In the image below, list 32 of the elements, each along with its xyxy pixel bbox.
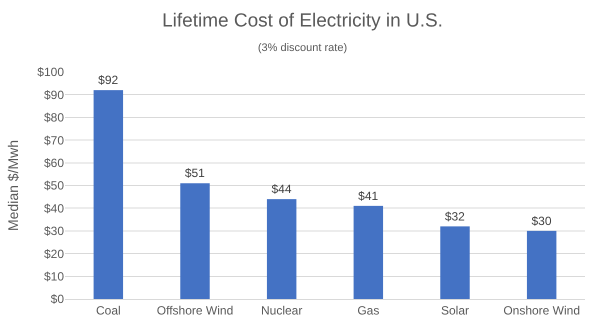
y-axis-title: Median $/Mwh xyxy=(4,140,21,232)
bar xyxy=(440,226,470,299)
y-tick-label: $70 xyxy=(44,133,64,148)
data-label: $32 xyxy=(444,209,466,224)
chart-title: Lifetime Cost of Electricity in U.S. xyxy=(162,10,443,32)
x-tick-label: Coal xyxy=(96,303,121,318)
data-label: $92 xyxy=(98,73,119,88)
y-tick-label: $10 xyxy=(44,270,64,284)
bar xyxy=(94,90,124,299)
x-tick-label: Onshore Wind xyxy=(503,303,580,318)
x-tick-label: Solar xyxy=(440,303,470,318)
bar xyxy=(354,206,384,299)
y-tick-label: $80 xyxy=(44,110,64,125)
data-label: $51 xyxy=(184,166,206,180)
data-label: $44 xyxy=(271,182,292,196)
data-label: $30 xyxy=(531,214,552,228)
y-tick-label: $0 xyxy=(50,292,64,306)
data-label: $41 xyxy=(358,188,379,203)
x-tick-label: Offshore Wind xyxy=(156,303,234,318)
y-tick-label: $40 xyxy=(44,201,64,216)
x-tick-label: Gas xyxy=(357,303,380,318)
y-tick-label: $100 xyxy=(37,65,64,80)
x-tick-label: Nuclear xyxy=(260,303,302,318)
bar xyxy=(180,183,210,299)
y-tick-label: $50 xyxy=(44,178,64,193)
y-tick-label: $20 xyxy=(44,246,64,261)
y-tick-label: $30 xyxy=(44,224,64,238)
y-tick-label: $60 xyxy=(44,156,64,170)
chart-subtitle: (3% discount rate) xyxy=(258,42,348,54)
y-tick-label: $90 xyxy=(44,88,64,102)
bar xyxy=(526,230,556,299)
bar xyxy=(266,199,296,299)
